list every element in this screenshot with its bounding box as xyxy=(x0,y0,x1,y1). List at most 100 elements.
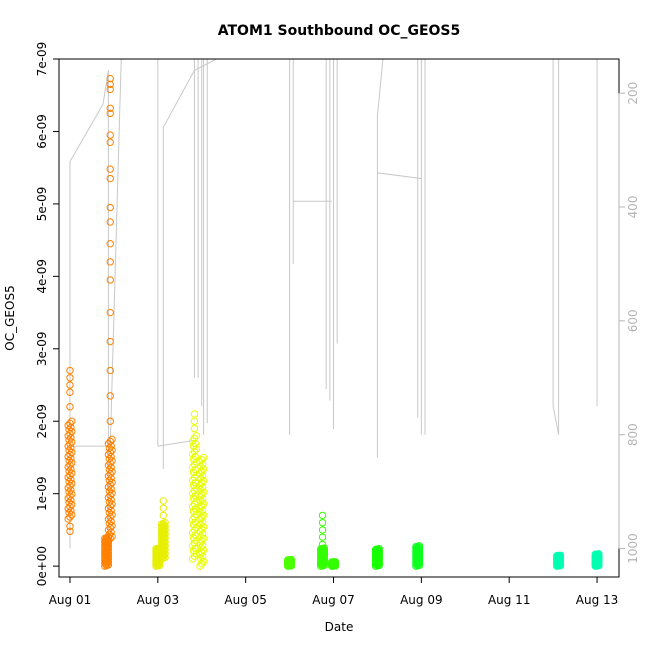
data-point xyxy=(66,388,74,396)
data-point xyxy=(106,218,114,226)
data-point xyxy=(106,258,114,266)
data-point xyxy=(197,486,205,494)
data-point xyxy=(198,490,206,499)
data-point xyxy=(197,474,205,482)
data-point xyxy=(196,458,204,466)
x-tick-label: Aug 11 xyxy=(488,593,531,607)
data-point xyxy=(104,439,113,448)
data-point xyxy=(198,560,206,568)
data-point xyxy=(192,432,200,440)
data-point xyxy=(106,240,114,248)
data-point xyxy=(68,417,76,425)
data-point xyxy=(106,276,114,284)
data-point xyxy=(196,493,204,501)
data-point xyxy=(64,421,72,430)
data-point xyxy=(374,546,383,554)
data-point xyxy=(106,165,114,173)
data-points xyxy=(64,74,603,570)
y-axis: 0e+00 1e-09 2e-09 3e-09 4e-09 5e-09 6e-09 7e-09 xyxy=(35,42,60,586)
data-point xyxy=(320,544,329,552)
data-point xyxy=(375,545,383,553)
data-point xyxy=(318,540,327,549)
pressure-segment xyxy=(109,59,122,447)
data-point xyxy=(106,308,114,317)
data-point xyxy=(106,392,114,400)
y-tick-label: 1e-09 xyxy=(35,476,49,511)
y-axis-label: OC_GEOS5 xyxy=(3,285,17,350)
data-point xyxy=(66,403,74,411)
data-point xyxy=(66,381,74,389)
data-point xyxy=(318,533,327,541)
y-tick-label: 2e-09 xyxy=(35,404,49,439)
data-point xyxy=(196,539,204,547)
data-point xyxy=(161,518,169,527)
y-tick-label: 0e+00 xyxy=(35,546,49,586)
data-point xyxy=(197,463,205,471)
data-point xyxy=(159,504,168,512)
data-point xyxy=(190,417,199,425)
data-point xyxy=(106,174,114,183)
data-point xyxy=(198,548,206,556)
y-tick-label: 4e-09 xyxy=(35,259,49,294)
data-point xyxy=(319,545,328,553)
pressure-segment xyxy=(162,70,195,128)
data-point xyxy=(415,542,424,550)
data-point xyxy=(106,85,114,94)
pressure-trace xyxy=(69,59,598,549)
pressure-segment xyxy=(69,104,104,162)
pressure-tick-label: 400 xyxy=(626,196,640,219)
data-point xyxy=(196,469,204,478)
data-point xyxy=(108,435,116,444)
data-point xyxy=(106,80,114,89)
data-point xyxy=(196,516,204,524)
data-point xyxy=(199,453,208,462)
data-point xyxy=(106,337,114,346)
data-point xyxy=(318,518,327,527)
data-point xyxy=(106,138,114,147)
data-point xyxy=(414,543,423,551)
pressure-axis: 200 400 600 800 1000 xyxy=(618,82,640,564)
data-point xyxy=(66,522,74,530)
data-point xyxy=(197,532,205,540)
data-point xyxy=(415,544,424,552)
data-point xyxy=(556,551,565,559)
data-point xyxy=(198,525,206,533)
pressure-segment xyxy=(157,439,195,447)
data-point xyxy=(159,497,168,505)
data-point xyxy=(66,374,74,382)
pressure-tick-label: 1000 xyxy=(626,533,640,564)
data-point xyxy=(318,511,327,520)
data-point xyxy=(198,479,206,487)
pressure-segment xyxy=(552,406,560,435)
data-point xyxy=(197,555,205,563)
x-tick-label: Aug 07 xyxy=(312,593,355,607)
data-point xyxy=(196,504,204,513)
pressure-tick-label: 800 xyxy=(626,423,640,446)
data-point xyxy=(287,555,296,564)
x-tick-label: Aug 03 xyxy=(137,593,180,607)
data-point xyxy=(196,481,204,489)
data-point xyxy=(106,74,114,83)
x-tick-label: Aug 09 xyxy=(400,593,443,607)
data-point xyxy=(595,550,603,558)
x-tick-label: Aug 05 xyxy=(224,593,267,607)
data-point xyxy=(106,437,114,446)
data-point xyxy=(197,509,205,517)
data-point xyxy=(198,467,206,476)
data-point xyxy=(106,366,114,375)
pressure-segment xyxy=(377,172,422,180)
plot-frame xyxy=(58,58,620,578)
data-point xyxy=(190,424,199,433)
x-tick-label: Aug 13 xyxy=(576,593,619,607)
data-point xyxy=(106,131,114,139)
pressure-tick-label: 600 xyxy=(626,309,640,332)
data-point xyxy=(159,511,168,520)
data-point xyxy=(196,527,204,536)
y-tick-label: 6e-09 xyxy=(35,114,49,149)
x-axis-label: Date xyxy=(325,620,354,634)
data-point xyxy=(196,562,204,570)
pressure-tick-label: 200 xyxy=(626,82,640,105)
data-point xyxy=(106,417,114,425)
pressure-segment xyxy=(376,59,384,116)
